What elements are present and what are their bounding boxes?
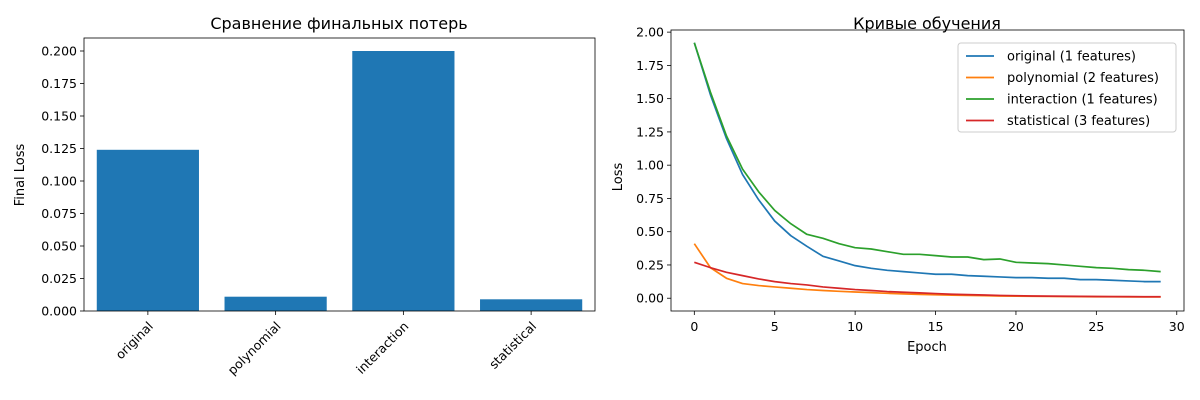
line-chart-title: Кривые обучения <box>853 14 1001 33</box>
line-y-tick-label: 2.00 <box>636 25 664 40</box>
line-plot-area: 0 5 10 15 20 25 30 0.00 0.25 0.50 0.75 1.00 1.25 1.50… <box>636 25 1185 334</box>
series-line-3 <box>694 261 1161 298</box>
bar-x-tick-label: polynomial <box>224 319 283 378</box>
bar-x-tick-label: interaction <box>353 319 411 377</box>
bar-y-axis-label: Final Loss <box>13 143 28 206</box>
bar-polynomial <box>224 296 327 311</box>
legend-label-1: polynomial (2 features) <box>1007 71 1159 86</box>
series-line-1 <box>693 243 1161 298</box>
line-y-tick-label: 1.75 <box>636 58 664 73</box>
bar-interaction <box>352 51 455 311</box>
line-x-tick-label: 30 <box>1169 319 1185 334</box>
legend-label-3: statistical (3 features) <box>1007 114 1150 129</box>
line-chart: Кривые обучения 0 5 10 15 20 25 30 0.00 0.25 0.50… <box>611 14 1185 355</box>
line-y-axis-label: Loss <box>611 163 626 192</box>
legend-label-2: interaction (1 features) <box>1007 93 1158 108</box>
line-y-tick-label: 1.50 <box>636 91 664 106</box>
bar-x-tick-label: original <box>112 319 156 363</box>
bar-x-tick-label: statistical <box>486 319 539 372</box>
bar-original <box>96 149 199 311</box>
series-line-2 <box>693 42 1161 273</box>
line-x-tick-label: 5 <box>771 319 779 334</box>
line-y-tick-label: 0.50 <box>636 224 664 239</box>
line-x-tick-label: 10 <box>847 319 863 334</box>
line-x-axis-label: Epoch <box>907 340 947 355</box>
line-x-tick-label: 0 <box>690 319 698 334</box>
bar-y-tick-label: 0.125 <box>41 141 77 156</box>
bar-y-tick-label: 0.050 <box>41 239 77 254</box>
bar-plot-area: original polynomial interaction statistical… <box>41 37 596 378</box>
line-x-tick-label: 20 <box>1008 319 1024 334</box>
bar-y-tick-label: 0.075 <box>41 206 77 221</box>
bar-chart: Сравнение финальных потерь original polyn… <box>13 14 596 378</box>
bar-y-tick-label: 0.100 <box>41 174 77 189</box>
legend-box <box>957 42 1177 133</box>
line-y-tick-label: 0.75 <box>636 191 664 206</box>
line-y-tick-label: 0.00 <box>636 291 664 306</box>
line-x-tick-label: 25 <box>1088 319 1104 334</box>
line-y-tick-label: 1.25 <box>636 124 664 139</box>
line-x-tick-label: 15 <box>928 319 944 334</box>
bar-y-tick-label: 0.025 <box>41 271 77 286</box>
line-axes-frame <box>670 29 1185 312</box>
series-line-0 <box>693 42 1161 283</box>
bar-chart-title: Сравнение финальных потерь <box>210 14 467 33</box>
bar-statistical <box>480 299 583 311</box>
bar-y-tick-label: 0.000 <box>41 304 77 319</box>
line-y-tick-label: 0.25 <box>636 257 664 272</box>
legend: original (1 features) polynomial (2 featu… <box>957 42 1177 133</box>
bar-axes-frame <box>83 37 596 312</box>
bar-y-tick-label: 0.200 <box>41 44 77 59</box>
bar-y-tick-label: 0.150 <box>41 109 77 124</box>
legend-label-0: original (1 features) <box>1007 50 1136 65</box>
bar-y-tick-label: 0.175 <box>41 76 77 91</box>
line-y-tick-label: 1.00 <box>636 158 664 173</box>
